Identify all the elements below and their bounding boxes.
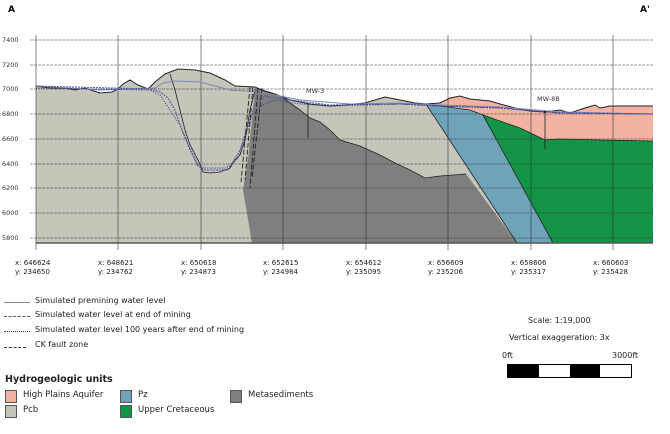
unit-label: Metasediments [248,390,314,400]
coord-label: x: 658606 y: 235317 [511,259,547,276]
coord-label: x: 656609 y: 235206 [428,259,464,276]
metasediments-contact [282,97,467,179]
legend-100yr: Simulated water level 100 years after en… [35,325,245,334]
elev-tick: 6400 [2,160,19,168]
legend-end-of-mining: Simulated water level at end of mining [35,310,191,319]
vertical-grid [35,35,614,250]
coord-label: x: 650618 y: 234873 [181,259,217,276]
section-end-label: A' [640,5,650,15]
scale-left-label: 0ft [502,351,513,360]
elev-tick: 6800 [2,110,19,118]
legend-dotted-line-icon [4,331,30,332]
legend-premining: Simulated premining water level [35,296,166,305]
legend-solid-line-icon [4,302,30,303]
legend-long-dash-icon [4,347,26,348]
coord-label: x: 660603 y: 235428 [593,259,629,276]
scale-bar [507,364,632,378]
unit-metasediments [243,88,517,243]
elev-tick: 7400 [2,36,19,44]
pz-west-contact [425,103,518,244]
section-start-label: A [8,5,15,15]
end-of-mining-water-level [35,85,654,171]
pz-east-contact [482,114,554,244]
swatch-metasediments [230,390,242,403]
unit-upper-cretaceous [483,115,653,243]
unit-label: Pz [138,390,148,400]
swatch-upper-cretaceous [120,405,132,418]
legend-fault: CK fault zone [35,340,89,349]
unit-pz [426,104,553,243]
swatch-hpa [5,390,17,403]
vertical-exaggeration: Vertical exaggeration: 3x [509,333,610,342]
units-title: Hydrogeologic units [5,374,113,385]
elev-tick: 7200 [2,61,19,69]
coord-label: x: 648621 y: 234762 [98,259,134,276]
coord-label: x: 652615 y: 234984 [263,259,299,276]
premining-water-level [35,80,654,115]
elev-tick: 7000 [2,85,19,93]
well-label: MW-8B [537,95,560,103]
ck-fault-zone [240,86,263,189]
unit-label: Upper Cretaceous [138,405,215,415]
coord-label: x: 654612 y: 235095 [346,259,382,276]
well-label: MW-3 [306,87,324,95]
elev-tick: 6000 [2,209,19,217]
coord-label: x: 646624 y: 234650 [15,259,51,276]
scale-text: Scale: 1:19,000 [528,316,591,325]
scale-right-label: 3000ft [612,351,639,360]
legend-dashed-line-icon [4,316,30,317]
elev-tick: 6600 [2,135,19,143]
unit-label: Pcb [23,405,39,415]
cross-section-svg: A A' 7400 7200 7000 6800 6600 6400 6200 … [2,5,654,250]
pit-outline [169,73,256,174]
hpa-base-contact [425,103,654,142]
swatch-pcb [5,405,17,418]
unit-label: High Plains Aquifer [23,390,104,400]
elev-tick: 6200 [2,184,19,192]
swatch-pz [120,390,132,403]
elev-tick: 5800 [2,234,19,242]
